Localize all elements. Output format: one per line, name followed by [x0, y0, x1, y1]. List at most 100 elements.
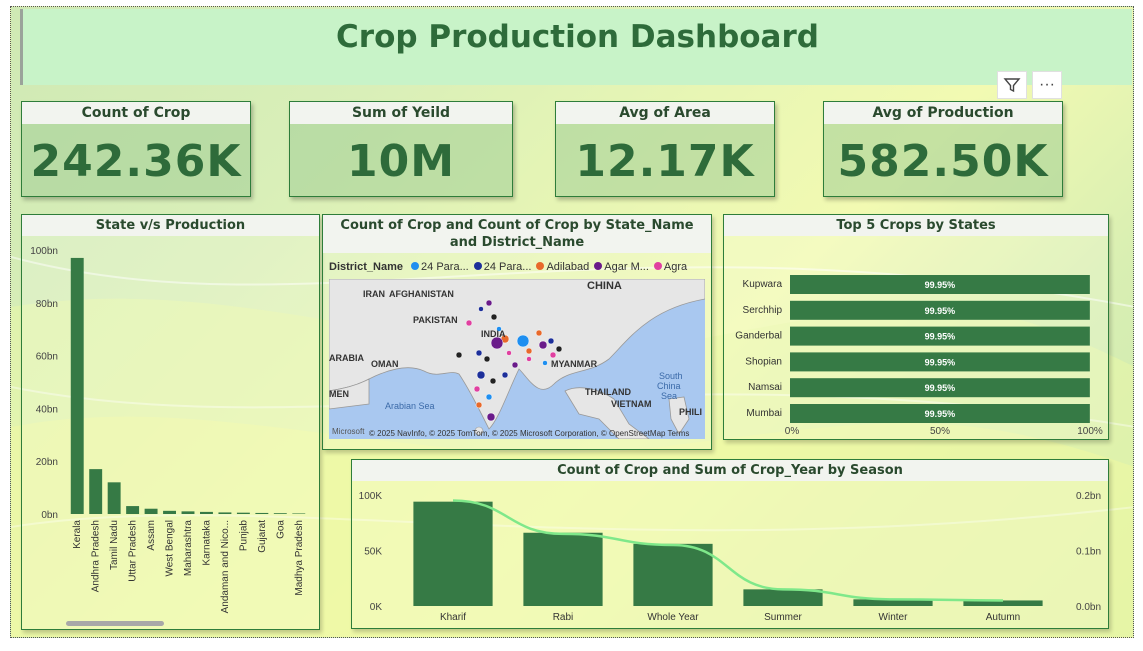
map-bubble[interactable] [455, 351, 463, 359]
bar[interactable] [200, 511, 213, 514]
x-tick-label: Winter [879, 612, 909, 623]
y-tick-label: 100bn [30, 246, 58, 257]
map-bubble[interactable] [478, 306, 484, 312]
bar[interactable] [853, 599, 933, 606]
map-bubble[interactable] [535, 329, 543, 337]
top5-crops-chart[interactable]: Top 5 Crops by States Kupwara 99.95% Serch… [723, 214, 1109, 440]
bar[interactable] [523, 532, 603, 606]
x-tick-label: Uttar Pradesh [128, 520, 139, 582]
data-label: 99.95% [925, 306, 956, 316]
x-tick-label: 0% [785, 426, 800, 437]
bar[interactable] [144, 508, 158, 514]
legend-entry[interactable]: Agar M... [604, 261, 649, 273]
map-bubble[interactable] [476, 370, 486, 380]
map-label: INDIA [481, 329, 506, 339]
map-bubble[interactable] [490, 313, 498, 321]
map-label: OMAN [371, 359, 399, 369]
map-label: VIETNAM [611, 399, 652, 409]
more-options-button[interactable]: ··· [1032, 71, 1062, 99]
map-label: PAKISTAN [413, 315, 458, 325]
map-bubble[interactable] [542, 360, 548, 366]
chart-title: Top 5 Crops by States [724, 215, 1108, 236]
kpi-avg-of-production[interactable]: Avg of Production 582.50K [823, 101, 1063, 197]
chart-title: State v/s Production [22, 215, 319, 236]
state-production-chart[interactable]: State v/s Production 0bn 20bn 40bn 60bn 80bn… [21, 214, 320, 630]
map-bubble[interactable] [473, 385, 481, 393]
bar[interactable] [236, 512, 250, 514]
bar[interactable] [413, 501, 493, 606]
map-label: MYANMAR [551, 359, 598, 369]
bar[interactable] [163, 510, 176, 514]
map-bubble[interactable] [526, 356, 532, 362]
x-tick-label: Goa [275, 520, 286, 539]
map-bubble[interactable] [485, 393, 493, 401]
bar[interactable] [790, 352, 1090, 372]
bar[interactable] [963, 600, 1043, 606]
bar[interactable] [790, 326, 1090, 346]
legend-entry[interactable]: 24 Para... [483, 261, 532, 273]
map-bubble[interactable] [555, 345, 563, 353]
bar[interactable] [126, 506, 140, 514]
line-series[interactable] [452, 499, 1004, 602]
season-chart[interactable]: Count of Crop and Sum of Crop_Year by Se… [351, 459, 1109, 629]
kpi-value: 242.36K [30, 136, 242, 187]
map-label: IRAN [363, 289, 385, 299]
legend-entry[interactable]: Adilabad [546, 261, 590, 273]
map-area[interactable]: IRAN AFGHANISTAN CHINA PAKISTAN INDIA ARABIA O… [329, 279, 705, 439]
data-label: 99.95% [925, 357, 956, 367]
y-right-tick-label: 0.1bn [1076, 547, 1101, 558]
bar[interactable] [107, 482, 121, 514]
bar[interactable] [790, 378, 1090, 398]
map-attribution: © 2025 NavInfo, © 2025 TomTom, © 2025 Mi… [369, 429, 689, 438]
y-left-tick-label: 100K [359, 491, 383, 502]
kpi-label: Avg of Production [824, 102, 1062, 124]
x-tick-label: Whole Year [647, 612, 699, 623]
bar[interactable] [790, 404, 1090, 423]
bar[interactable] [292, 513, 306, 514]
map-bubble[interactable] [516, 334, 530, 348]
legend-entry[interactable]: Agra [663, 261, 688, 273]
map-bubble[interactable] [465, 319, 473, 327]
district-map-chart[interactable]: Count of Crop and Count of Crop by State… [322, 214, 712, 450]
map-bubble[interactable] [525, 347, 533, 355]
bar[interactable] [181, 511, 195, 514]
bar[interactable] [633, 543, 713, 606]
map-bubble[interactable] [485, 299, 493, 307]
map-bubble[interactable] [538, 340, 548, 350]
x-tick-label: Gujarat [257, 520, 268, 553]
map-bubble[interactable] [475, 349, 483, 357]
map-bubble[interactable] [496, 326, 502, 332]
x-tick-label: Autumn [986, 612, 1020, 623]
bar[interactable] [790, 275, 1090, 294]
bar[interactable] [255, 512, 269, 514]
map-bubble[interactable] [475, 401, 483, 409]
x-tick-label: Tamil Nadu [109, 520, 120, 570]
kpi-sum-of-yield[interactable]: Sum of Yeild 10M [289, 101, 513, 197]
filter-button[interactable] [997, 71, 1027, 99]
bar[interactable] [273, 513, 287, 514]
x-tick-label: Madhya Pradesh [294, 520, 305, 596]
map-bubble[interactable] [486, 412, 496, 422]
bar[interactable] [790, 300, 1090, 320]
map-bubble[interactable] [547, 337, 555, 345]
bar[interactable] [218, 512, 232, 514]
bar[interactable] [743, 589, 823, 606]
legend-entry[interactable]: 24 Para... [421, 261, 469, 273]
bar[interactable] [89, 469, 103, 514]
horizontal-scrollbar[interactable] [66, 621, 164, 626]
map-bubble[interactable] [506, 350, 512, 356]
map-bubble[interactable] [483, 355, 491, 363]
legend-marker [536, 262, 545, 270]
chart-title: Count of Crop and Count of Crop by State… [323, 215, 711, 253]
x-tick-label: Punjab [238, 520, 249, 552]
kpi-count-of-crop[interactable]: Count of Crop 242.36K [21, 101, 251, 197]
y-tick-label: Mumbai [746, 408, 782, 419]
dashboard-canvas: Crop Production Dashboard ··· Count of C… [10, 6, 1134, 638]
map-bubble[interactable] [490, 336, 504, 350]
map-bubble[interactable] [489, 377, 497, 385]
bar[interactable] [70, 257, 84, 514]
map-bubble[interactable] [511, 361, 519, 369]
map-bubble[interactable] [549, 351, 557, 359]
map-bubble[interactable] [501, 371, 509, 379]
kpi-avg-of-area[interactable]: Avg of Area 12.17K [555, 101, 775, 197]
